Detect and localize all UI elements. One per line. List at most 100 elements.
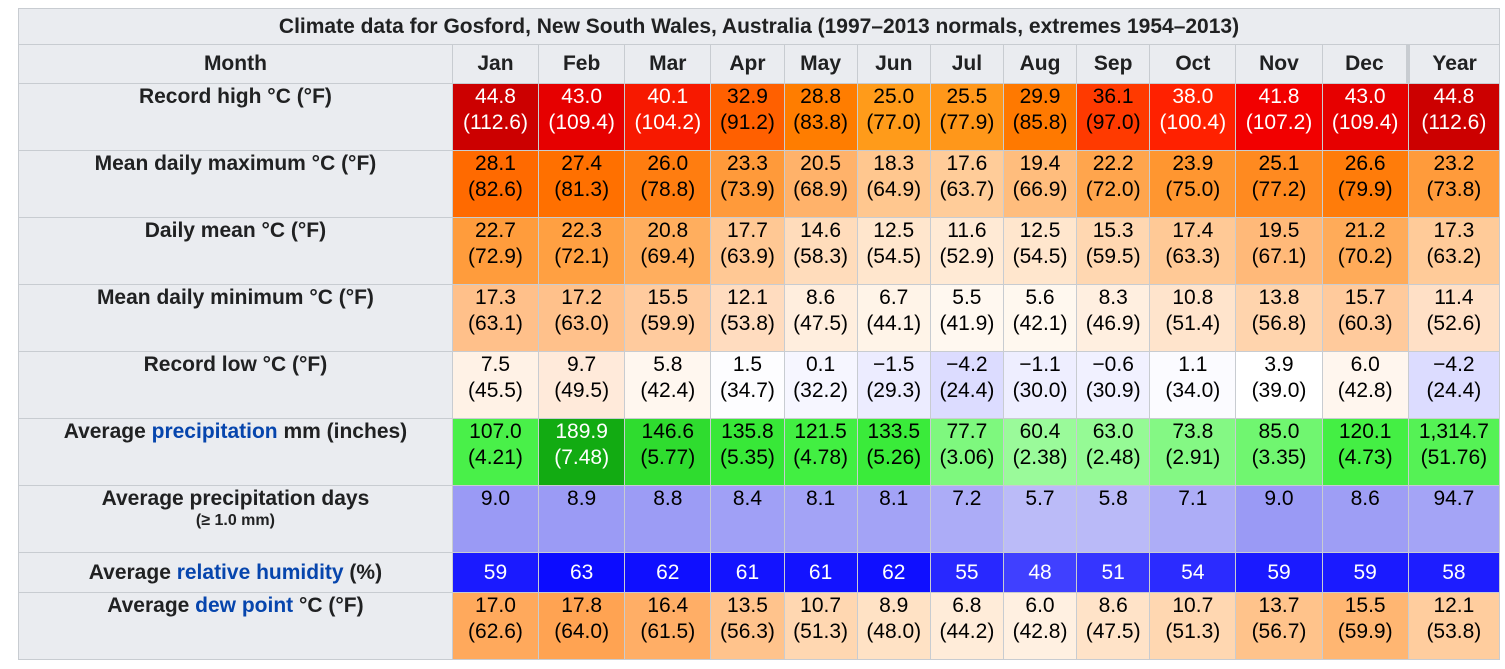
humidity-link[interactable]: relative humidity xyxy=(176,560,344,584)
precip-cell-may: 121.5 (4.78) xyxy=(783,418,858,486)
month-header-oct: Oct xyxy=(1149,44,1237,84)
cell-value: 23.2 xyxy=(1433,152,1475,175)
dew_point-link[interactable]: dew point xyxy=(195,594,294,617)
cell-value-converted: (34.0) xyxy=(1165,379,1221,402)
precip-cell-jan: 107.0 (4.21) xyxy=(451,418,540,486)
cell-value-converted: (69.4) xyxy=(640,245,696,268)
cell-value-converted: (53.8) xyxy=(720,312,775,335)
cell-value-converted: (51.3) xyxy=(793,620,849,643)
cell-value-converted: (51.76) xyxy=(1420,446,1488,469)
record_low-cell-apr: 1.5 (34.7) xyxy=(710,351,785,419)
cell-value: 20.8 xyxy=(647,219,689,242)
dew_point-year-cell: 12.1 (53.8) xyxy=(1407,592,1501,660)
dew_point-cell-jun: 8.9 (48.0) xyxy=(856,592,931,660)
month-header-aug: Aug xyxy=(1002,44,1078,84)
mean_min-cell-aug: 5.6 (42.1) xyxy=(1002,284,1078,352)
cell-value-converted: (72.0) xyxy=(1085,178,1141,201)
row-label-text: Record low °C (°F) xyxy=(143,353,328,376)
cell-value-converted: (7.48) xyxy=(554,446,610,469)
cell-value-converted: (77.2) xyxy=(1251,178,1307,201)
cell-value-converted: (60.3) xyxy=(1337,312,1393,335)
cell-value: 11.4 xyxy=(1434,286,1474,309)
dew_point-cell-mar: 16.4 (61.5) xyxy=(624,592,712,660)
cell-value: 17.2 xyxy=(561,286,603,309)
cell-value: 36.1 xyxy=(1092,85,1134,108)
mean_max-cell-mar: 26.0 (78.8) xyxy=(624,150,712,218)
daily_mean-cell-apr: 17.7 (63.9) xyxy=(710,217,785,285)
cell-value-converted: (53.8) xyxy=(1426,620,1482,643)
cell-value-converted: (77.9) xyxy=(939,111,995,134)
cell-value: 10.7 xyxy=(800,594,842,617)
cell-value: 16.4 xyxy=(647,594,689,617)
cell-value: 61 xyxy=(735,560,760,584)
cell-value-converted: (63.9) xyxy=(720,245,775,268)
cell-value-converted: (42.1) xyxy=(1012,312,1068,335)
month-header-apr: Apr xyxy=(710,44,785,84)
cell-value: 17.3 xyxy=(475,286,516,309)
precip-link[interactable]: precipitation xyxy=(151,420,278,443)
cell-value: 8.4 xyxy=(732,487,763,510)
cell-value-converted: (3.35) xyxy=(1251,446,1307,469)
cell-value-converted: (78.8) xyxy=(640,178,696,201)
cell-value-converted: (109.4) xyxy=(1331,111,1399,134)
row-label-record_high: Record high °C (°F) xyxy=(18,83,453,151)
cell-value: 9.7 xyxy=(567,353,597,376)
daily_mean-cell-may: 14.6 (58.3) xyxy=(783,217,858,285)
cell-value: 19.5 xyxy=(1258,219,1300,242)
cell-value-converted: (59.9) xyxy=(640,312,696,335)
cell-value-converted: (66.9) xyxy=(1012,178,1068,201)
record_low-cell-aug: −1.1 (30.0) xyxy=(1002,351,1078,419)
cell-value-converted: (75.0) xyxy=(1165,178,1221,201)
cell-value-converted: (63.3) xyxy=(1165,245,1221,268)
cell-value: 25.0 xyxy=(873,85,915,108)
cell-value: 51 xyxy=(1101,560,1125,584)
cell-value: 28.1 xyxy=(475,152,516,175)
dew_point-cell-jan: 17.0 (62.6) xyxy=(451,592,540,660)
cell-value: 5.8 xyxy=(653,353,683,376)
table-row: Record low °C (°F) 7.5 (45.5) 9.7 (49.5) 5.8 (… xyxy=(18,351,1501,419)
cell-value-converted: (77.0) xyxy=(866,111,922,134)
cell-value: −4.2 xyxy=(946,353,988,376)
cell-value: 133.5 xyxy=(867,420,921,443)
cell-value-converted: (56.3) xyxy=(720,620,775,643)
cell-value: 17.0 xyxy=(475,594,516,617)
cell-value: 8.8 xyxy=(653,487,683,510)
cell-value-converted: (4.21) xyxy=(468,446,523,469)
precip_days-cell-dec: 8.6 xyxy=(1321,485,1409,553)
precip_days-cell-jan: 9.0 xyxy=(451,485,540,553)
table-row: Daily mean °C (°F) 22.7 (72.9) 22.3 (72.1) 20… xyxy=(18,217,1501,285)
record_low-cell-jun: −1.5 (29.3) xyxy=(856,351,931,419)
mean_min-cell-jun: 6.7 (44.1) xyxy=(856,284,931,352)
daily_mean-cell-aug: 12.5 (54.5) xyxy=(1002,217,1078,285)
mean_max-cell-jul: 17.6 (63.7) xyxy=(929,150,1004,218)
cell-value: 19.4 xyxy=(1019,152,1061,175)
cell-value-converted: (41.9) xyxy=(939,312,995,335)
record_low-cell-nov: 3.9 (39.0) xyxy=(1235,351,1323,419)
dew_point-cell-dec: 15.5 (59.9) xyxy=(1321,592,1409,660)
cell-value-converted: (107.2) xyxy=(1245,111,1313,134)
precip_days-cell-nov: 9.0 xyxy=(1235,485,1323,553)
cell-value-converted: (54.5) xyxy=(1012,245,1068,268)
humidity-cell-sep: 51 xyxy=(1076,552,1151,593)
cell-value: 17.7 xyxy=(727,219,768,242)
precip_days-cell-jun: 8.1 xyxy=(856,485,931,553)
mean_min-cell-nov: 13.8 (56.8) xyxy=(1235,284,1323,352)
humidity-cell-mar: 62 xyxy=(624,552,712,593)
cell-value: 3.9 xyxy=(1264,353,1294,376)
cell-value-converted: (2.91) xyxy=(1165,446,1221,469)
cell-value-converted: (52.6) xyxy=(1426,312,1482,335)
cell-value-converted: (30.9) xyxy=(1085,379,1141,402)
table-row: Mean daily maximum °C (°F) 28.1 (82.6) 27.4… xyxy=(18,150,1501,218)
mean_max-cell-dec: 26.6 (79.9) xyxy=(1321,150,1409,218)
cell-value: 107.0 xyxy=(469,420,522,443)
record_high-cell-oct: 38.0 (100.4) xyxy=(1149,83,1237,151)
table-row: Average relative humidity (%) 59 63 62 61 61 6… xyxy=(18,552,1501,593)
cell-value-converted: (59.9) xyxy=(1337,620,1393,643)
precip-year-cell: 1,314.7 (51.76) xyxy=(1407,418,1501,486)
mean_min-cell-oct: 10.8 (51.4) xyxy=(1149,284,1237,352)
record_low-cell-jan: 7.5 (45.5) xyxy=(451,351,540,419)
humidity-cell-may: 61 xyxy=(783,552,858,593)
precip-cell-apr: 135.8 (5.35) xyxy=(710,418,785,486)
cell-value-converted: (47.5) xyxy=(1085,620,1141,643)
mean_min-cell-dec: 15.7 (60.3) xyxy=(1321,284,1409,352)
